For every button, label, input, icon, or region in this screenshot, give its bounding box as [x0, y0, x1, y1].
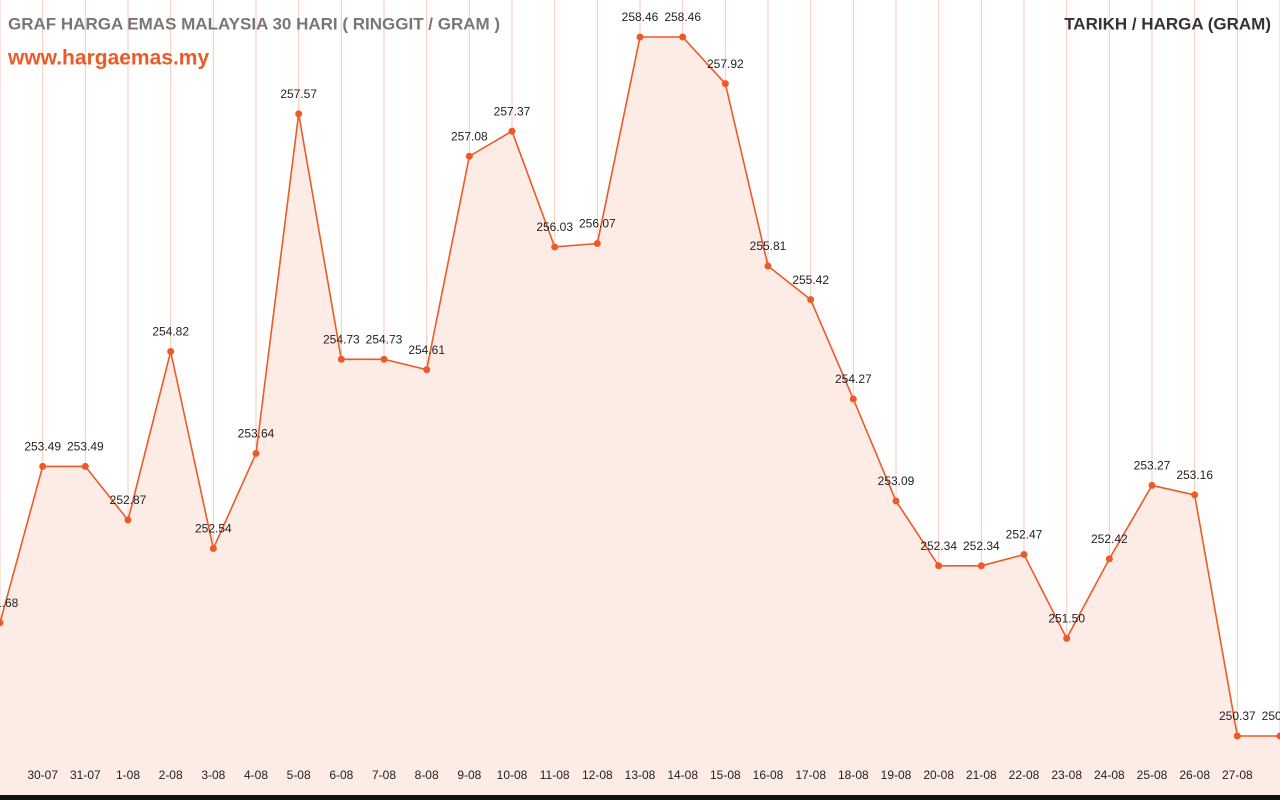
point: [721, 80, 729, 88]
x-tick-label: 21-08: [966, 768, 997, 782]
point: [1020, 551, 1028, 559]
point: [295, 110, 303, 118]
value-label: 252.47: [1006, 528, 1043, 542]
x-tick-label: 9-08: [457, 768, 481, 782]
x-tick-label: 31-07: [70, 768, 101, 782]
value-label: 255.42: [792, 273, 829, 287]
x-tick-label: 14-08: [667, 768, 698, 782]
point: [209, 545, 217, 553]
chart-title: GRAF HARGA EMAS MALAYSIA 30 HARI ( RINGG…: [8, 14, 500, 33]
x-tick-label: 15-08: [710, 768, 741, 782]
bottom-bar: [0, 795, 1280, 800]
point: [593, 240, 601, 248]
value-label: 252.34: [963, 539, 1000, 553]
point: [1148, 481, 1156, 489]
value-label: 257.57: [280, 87, 317, 101]
x-tick-label: 8-08: [415, 768, 439, 782]
value-label: 255.81: [750, 239, 787, 253]
x-tick-label: 5-08: [287, 768, 311, 782]
value-label: 258.46: [622, 10, 659, 24]
value-label: 253.09: [878, 474, 915, 488]
area: [0, 37, 1280, 795]
point: [551, 243, 559, 251]
legend-title: TARIKH / HARGA (GRAM): [1064, 14, 1271, 33]
point: [423, 366, 431, 374]
point: [1233, 732, 1241, 740]
point: [679, 33, 687, 41]
point: [39, 462, 47, 470]
point: [0, 619, 4, 627]
point: [1105, 555, 1113, 563]
value-label: 252.54: [195, 522, 232, 536]
x-tick-label: 1-08: [116, 768, 140, 782]
value-label: 251.68: [0, 596, 19, 610]
point: [252, 449, 260, 457]
point: [337, 355, 345, 363]
x-tick-label: 16-08: [753, 768, 784, 782]
point: [1276, 732, 1280, 740]
value-label: 254.73: [366, 332, 403, 346]
value-label: 252.87: [110, 493, 147, 507]
point: [849, 395, 857, 403]
point: [935, 562, 943, 570]
value-label: 253.49: [24, 440, 61, 454]
point: [380, 355, 388, 363]
value-label: 253.16: [1176, 468, 1213, 482]
value-label: 257.08: [451, 129, 488, 143]
value-label: 253.49: [67, 440, 104, 454]
x-tick-label: 22-08: [1009, 768, 1040, 782]
point: [81, 462, 89, 470]
x-tick-label: 7-08: [372, 768, 396, 782]
x-tick-label: 19-08: [881, 768, 912, 782]
x-tick-label: 18-08: [838, 768, 869, 782]
value-label: 254.82: [152, 325, 189, 339]
point: [636, 33, 644, 41]
point: [465, 152, 473, 160]
value-label: 257.92: [707, 57, 744, 71]
x-tick-label: 4-08: [244, 768, 268, 782]
point: [892, 497, 900, 505]
x-tick-label: 24-08: [1094, 768, 1125, 782]
chart-subtitle: www.hargaemas.my: [7, 47, 209, 70]
point: [1191, 491, 1199, 499]
x-tick-label: 30-07: [27, 768, 58, 782]
value-label: 256.07: [579, 217, 616, 231]
x-tick-label: 20-08: [923, 768, 954, 782]
value-label: 250.37: [1219, 709, 1256, 723]
value-label: 250.37: [1262, 709, 1280, 723]
x-tick-label: 25-08: [1137, 768, 1168, 782]
x-tick-label: 10-08: [497, 768, 528, 782]
point: [977, 562, 985, 570]
value-label: 254.27: [835, 372, 872, 386]
point: [1063, 634, 1071, 642]
x-tick-label: 17-08: [795, 768, 826, 782]
x-tick-label: 2-08: [159, 768, 183, 782]
x-tick-label: 3-08: [201, 768, 225, 782]
x-tick-label: 26-08: [1179, 768, 1210, 782]
value-label: 254.73: [323, 332, 360, 346]
value-label: 254.61: [408, 343, 445, 357]
x-tick-label: 23-08: [1051, 768, 1082, 782]
x-tick-label: 13-08: [625, 768, 656, 782]
x-tick-label: 27-08: [1222, 768, 1253, 782]
x-tick-label: 11-08: [540, 768, 570, 782]
value-label: 251.50: [1048, 612, 1085, 626]
x-tick-label: 12-08: [582, 768, 613, 782]
value-label: 257.37: [494, 104, 531, 118]
value-label: 252.34: [920, 539, 957, 553]
value-label: 258.46: [664, 10, 701, 24]
value-label: 253.27: [1134, 459, 1171, 473]
value-label: 253.64: [238, 427, 275, 441]
point: [764, 262, 772, 270]
point: [807, 296, 815, 304]
value-label: 256.03: [536, 220, 573, 234]
value-label: 252.42: [1091, 532, 1128, 546]
point: [167, 348, 175, 356]
x-tick-label: 6-08: [329, 768, 353, 782]
point: [124, 516, 132, 524]
point: [508, 127, 516, 135]
